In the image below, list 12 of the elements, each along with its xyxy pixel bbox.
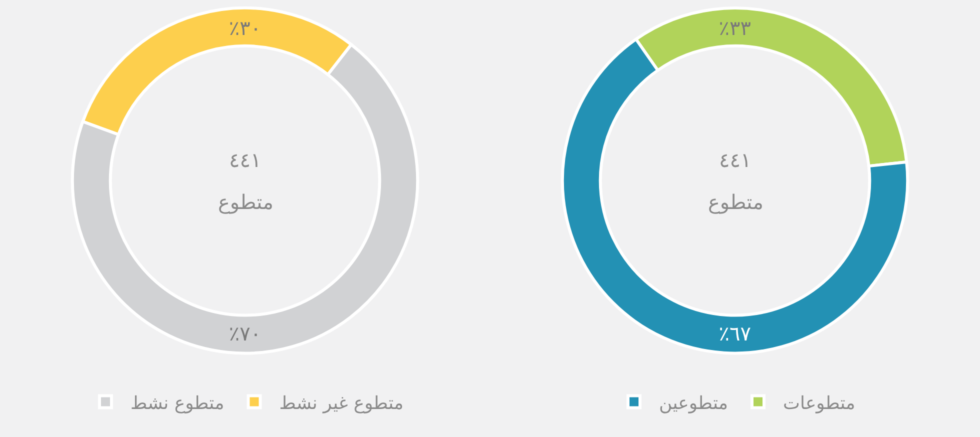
legend-label: متطوع غير نشط — [279, 392, 404, 414]
text: ٤٤١ — [719, 148, 752, 172]
text: ٤٤١ — [229, 148, 262, 172]
data-label: ٪٦٧ — [718, 321, 752, 346]
data-label: ٪٣٠ — [228, 16, 262, 40]
legend-label: متطوعين — [659, 392, 728, 414]
legend-label: متطوعات — [783, 392, 856, 414]
data-label: ٪٧٠ — [228, 321, 262, 346]
data-label: ٪٣٣ — [718, 16, 752, 40]
text: متطوع — [218, 190, 274, 214]
legend-label: متطوع نشط — [130, 392, 224, 414]
text: متطوع — [708, 190, 764, 214]
